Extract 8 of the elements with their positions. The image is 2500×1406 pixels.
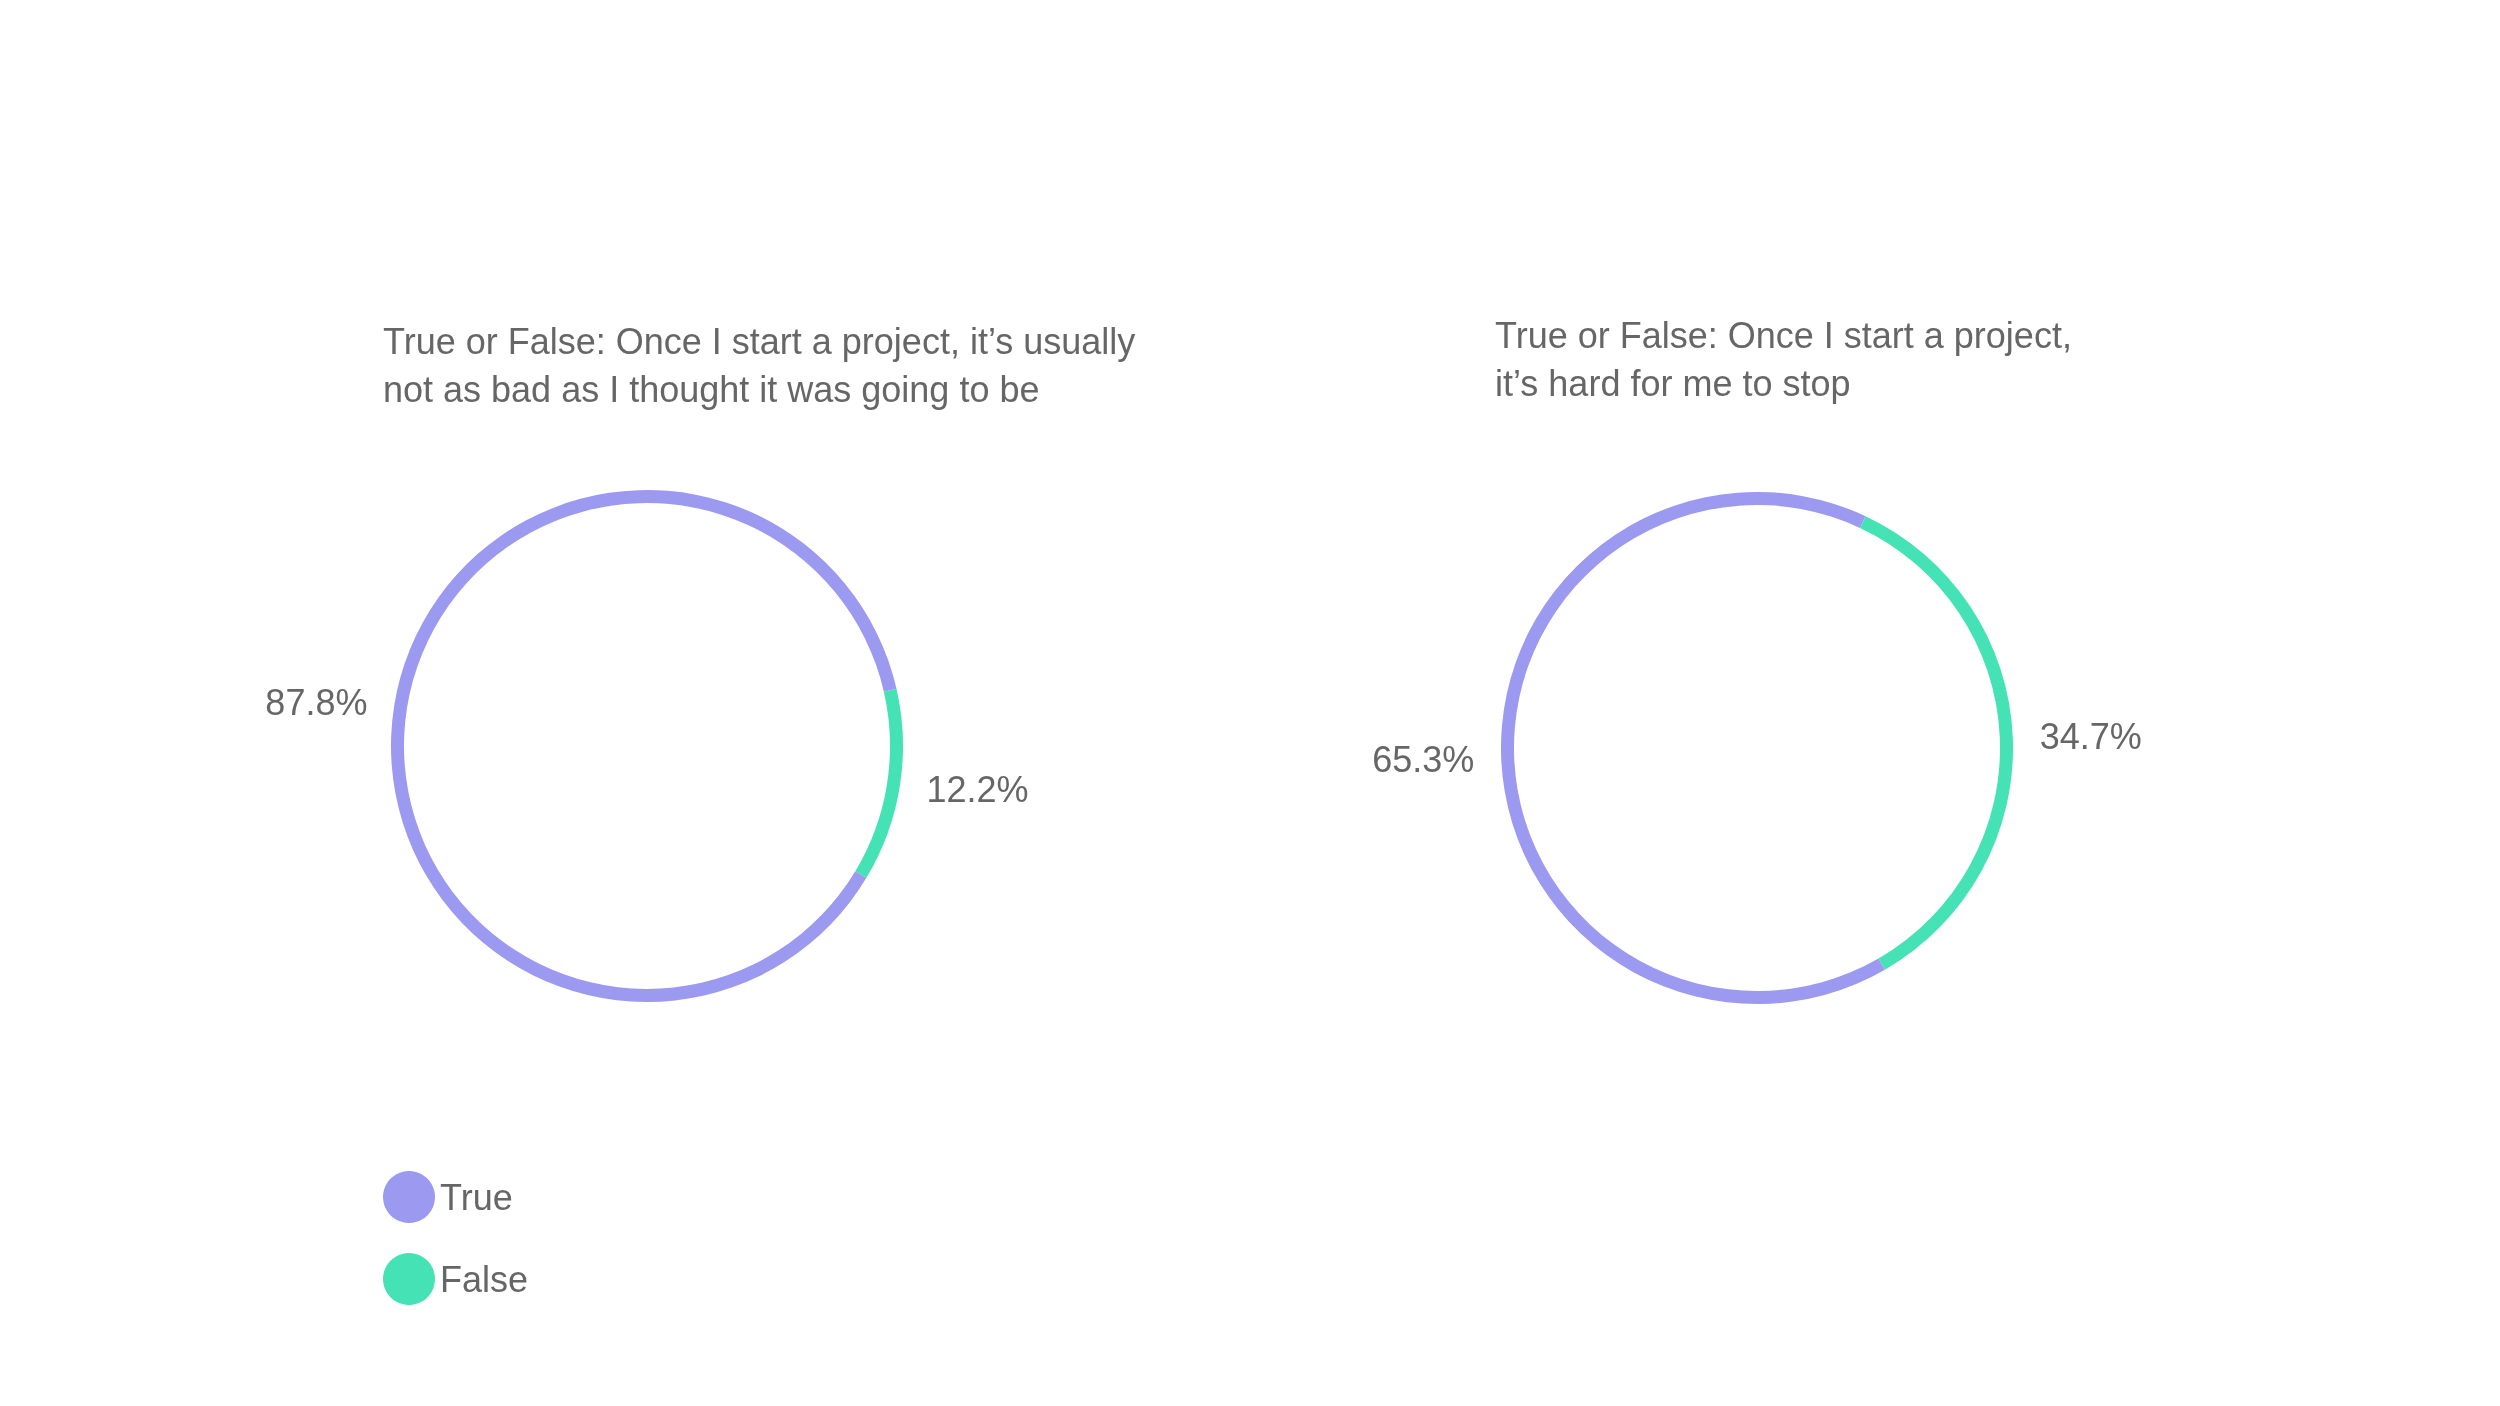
data-label: 87.8% xyxy=(265,681,368,723)
data-label: 34.7% xyxy=(2039,715,2142,757)
chart-title: True or False: Once I start a project, it’s usually not as bad as I thought it was going to be xyxy=(383,320,1136,410)
legend-label: True xyxy=(440,1176,513,1218)
data-label: 65.3% xyxy=(1372,739,1475,781)
legend-label: False xyxy=(440,1258,529,1300)
chart-title: True or False: Once I start a project, it’s hard for me to stop xyxy=(1495,314,2072,404)
data-label: 12.2% xyxy=(926,769,1029,811)
